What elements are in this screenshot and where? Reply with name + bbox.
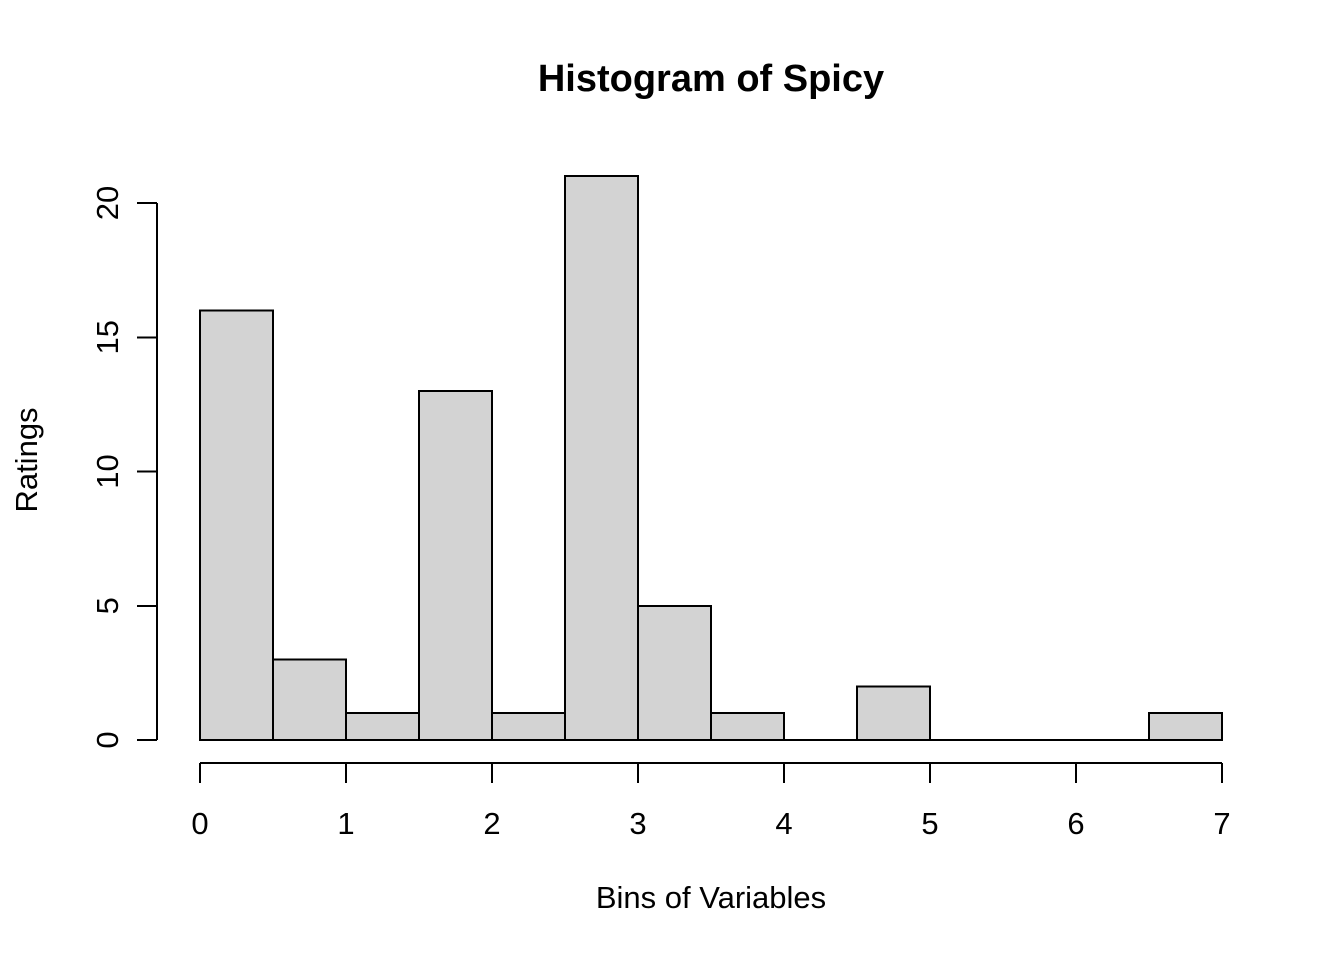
y-tick-label: 0 [90, 731, 125, 748]
x-axis-label: Bins of Variables [595, 880, 827, 915]
x-tick-label: 7 [1213, 806, 1230, 841]
histogram-bar [710, 712, 785, 742]
histogram-bar [199, 309, 274, 741]
histogram-bar [1148, 712, 1223, 742]
x-tick-label: 1 [337, 806, 354, 841]
histogram-bar [345, 712, 420, 742]
chart-title: Histogram of Spicy [537, 58, 885, 100]
y-tick-label: 5 [90, 597, 125, 614]
x-tick-label: 2 [483, 806, 500, 841]
histogram-bar [418, 389, 493, 741]
y-tick-label: 10 [90, 454, 125, 488]
x-tick-label: 3 [629, 806, 646, 841]
x-tick-label: 5 [921, 806, 938, 841]
x-tick-label: 0 [191, 806, 208, 841]
histogram-bar [637, 604, 712, 741]
histogram-bar [272, 658, 347, 742]
y-tick-label: 20 [90, 186, 125, 220]
histogram-bar [564, 175, 639, 741]
x-tick-label: 4 [775, 806, 792, 841]
x-tick-label: 6 [1067, 806, 1084, 841]
histogram-bar [491, 712, 566, 742]
y-tick-label: 15 [90, 320, 125, 354]
histogram-bar [856, 685, 931, 741]
